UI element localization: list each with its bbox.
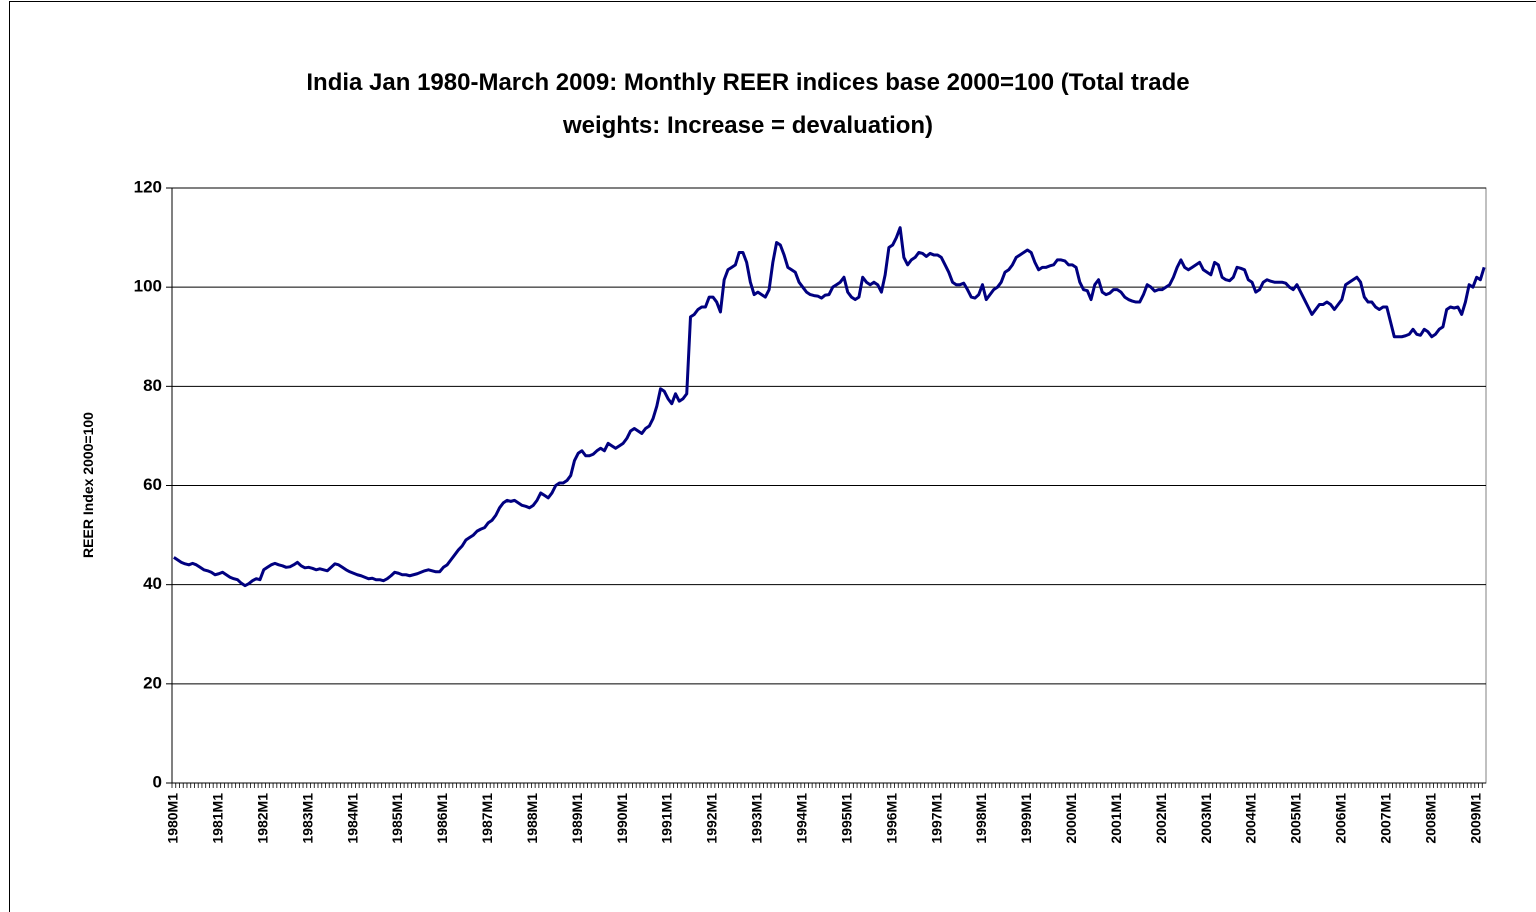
chart-border	[9, 1, 1536, 912]
y-axis-label: REER Index 2000=100	[80, 412, 96, 558]
y-tick-label: 80	[143, 376, 162, 395]
x-tick-label: 1993M1	[749, 793, 765, 844]
y-tick-label: 0	[153, 772, 162, 791]
y-tick-label: 60	[143, 475, 162, 494]
x-tick-label: 1991M1	[659, 793, 675, 844]
y-tick-label: 100	[134, 277, 162, 296]
y-tick-label: 40	[143, 574, 162, 593]
x-tick-label: 1982M1	[254, 793, 270, 844]
chart-title: weights: Increase = devaluation)	[562, 112, 933, 139]
x-tick-label: 1995M1	[838, 793, 854, 844]
x-tick-label: 2000M1	[1063, 793, 1079, 844]
x-tick-label: 1998M1	[973, 793, 989, 844]
x-tick-label: 2009M1	[1467, 793, 1483, 844]
x-tick-label: 1987M1	[479, 793, 495, 844]
x-tick-label: 1983M1	[299, 793, 315, 844]
x-tick-label: 1989M1	[569, 793, 585, 844]
x-tick-label: 2003M1	[1198, 793, 1214, 844]
x-tick-label: 2006M1	[1333, 793, 1349, 844]
y-tick-label: 20	[143, 673, 162, 692]
x-tick-label: 1990M1	[614, 793, 630, 844]
y-tick-label: 120	[134, 177, 162, 196]
x-tick-label: 2002M1	[1153, 793, 1169, 844]
x-tick-label: 1984M1	[344, 793, 360, 844]
x-tick-label: 1996M1	[883, 793, 899, 844]
x-tick-label: 1985M1	[389, 793, 405, 844]
x-tick-label: 1981M1	[209, 793, 225, 844]
x-tick-label: 1986M1	[434, 793, 450, 844]
x-tick-label: 1997M1	[928, 793, 944, 844]
x-tick-label: 2007M1	[1377, 793, 1393, 844]
x-tick-label: 1999M1	[1018, 793, 1034, 844]
x-tick-label: 2004M1	[1243, 793, 1259, 844]
x-tick-label: 1994M1	[793, 793, 809, 844]
data-line	[173, 226, 1486, 588]
x-tick-label: 2001M1	[1108, 793, 1124, 844]
x-tick-label: 1988M1	[524, 793, 540, 844]
x-tick-label: 2005M1	[1288, 793, 1304, 844]
x-tick-label: 1980M1	[165, 793, 181, 844]
x-tick-label: 1992M1	[704, 793, 720, 844]
x-tick-label: 2008M1	[1422, 793, 1438, 844]
chart-title: India Jan 1980-March 2009: Monthly REER …	[306, 69, 1189, 96]
